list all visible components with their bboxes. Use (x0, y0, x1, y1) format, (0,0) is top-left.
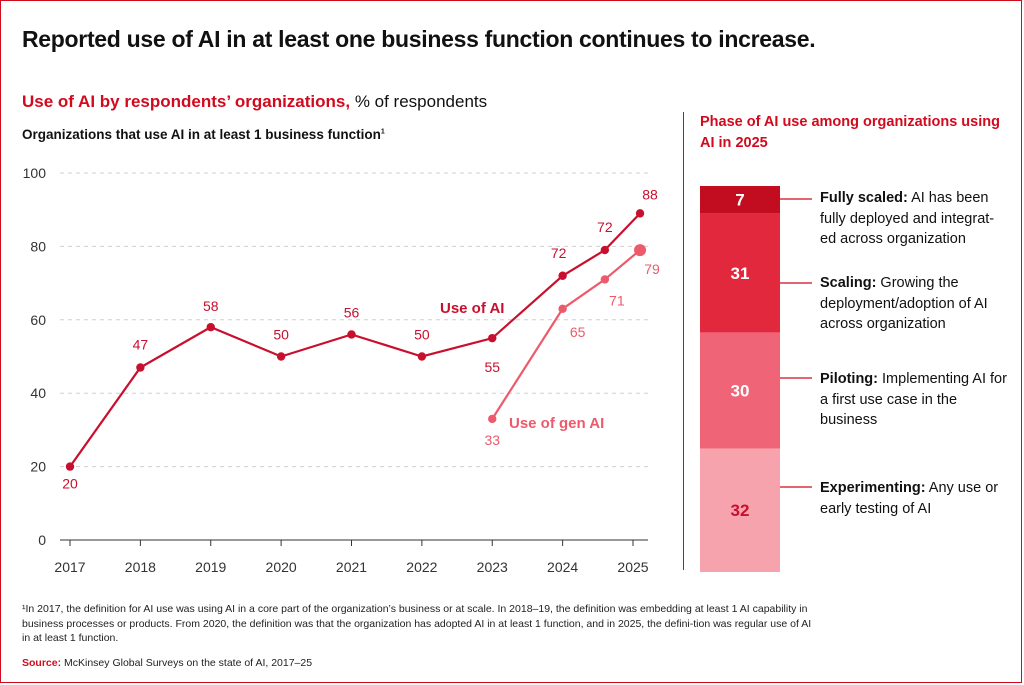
x-tick-label: 2019 (195, 559, 226, 575)
phase-fully-scaled: Fully scaled: AI has been fully deployed… (820, 188, 1010, 250)
x-tick-label: 2024 (547, 559, 578, 575)
data-point-use-of-ai (347, 330, 356, 339)
phase-desc: Growing the deployment/adoption of AI ac… (820, 275, 988, 333)
x-tick-label: 2020 (266, 559, 297, 575)
phase-experimenting: Experimenting: Any use or early testing … (820, 478, 1010, 519)
data-point-use-of-ai (65, 462, 75, 471)
series-label-use-of-gen-ai: Use of gen AI (509, 415, 604, 432)
chart-subtitle: Use of AI by respondents’ organizations,… (22, 92, 487, 112)
y-tick-label: 40 (30, 385, 46, 401)
phase-piloting: Piloting: Implementing AI for a first us… (820, 369, 1010, 431)
page-title: Reported use of AI in at least one busin… (22, 26, 816, 52)
y-tick-label: 60 (30, 312, 46, 328)
bar-segment-value: 31 (731, 264, 750, 283)
data-label-use-of-ai: 72 (597, 219, 613, 235)
data-label-use-of-ai: 55 (484, 359, 500, 375)
line-chart-heading: Organizations that use AI in at least 1 … (22, 127, 385, 142)
data-point-use-of-ai (136, 363, 145, 372)
source-note: Source: McKinsey Global Surveys on the s… (22, 657, 312, 669)
data-label-use-of-gen-ai: 79 (644, 261, 660, 277)
phase-name: Fully scaled: (820, 190, 908, 206)
data-point-use-of-ai (488, 333, 497, 343)
x-tick-label: 2018 (125, 559, 156, 575)
phase-name: Piloting: (820, 371, 878, 387)
x-tick-label: 2023 (477, 559, 508, 575)
data-label-use-of-gen-ai: 65 (570, 324, 586, 340)
phase-desc: Any use or early testing of AI (820, 480, 999, 517)
data-point-use-of-gen-ai (600, 275, 610, 284)
data-point-use-of-ai (600, 245, 610, 255)
phase-name: Experimenting: (820, 480, 926, 496)
y-tick-label: 100 (23, 165, 47, 181)
phase-scaling: Scaling: Growing the deployment/adoption… (820, 273, 1010, 335)
series-label-use-of-ai: Use of AI (440, 300, 504, 317)
bar-segment-experimenting (700, 448, 780, 572)
data-label-use-of-ai: 72 (551, 245, 567, 261)
x-tick-label: 2021 (336, 559, 367, 575)
x-tick-label: 2022 (406, 559, 437, 575)
panel-divider (683, 112, 684, 570)
data-point-use-of-ai (276, 352, 286, 361)
line-chart-heading-text: Organizations that use AI in at least 1 … (22, 127, 381, 142)
source-label: Source: (22, 657, 62, 669)
data-label-use-of-ai: 56 (344, 304, 360, 320)
phase-heading: Phase of AI use among organizations usin… (700, 114, 1000, 152)
footnote-marker: 1 (380, 128, 385, 136)
data-label-use-of-ai: 50 (414, 327, 430, 343)
data-point-use-of-gen-ai (634, 244, 647, 257)
data-point-use-of-gen-ai (558, 304, 567, 313)
phase-desc: AI has been fully deployed and integrat-… (820, 190, 995, 248)
data-label-use-of-ai: 58 (203, 298, 219, 314)
source-text: McKinsey Global Surveys on the state of … (61, 657, 313, 669)
footnote: ¹In 2017, the definition for AI use was … (22, 603, 812, 645)
y-tick-label: 20 (30, 459, 46, 475)
phase-name: Scaling: (820, 275, 877, 291)
x-tick-label: 2025 (617, 559, 648, 575)
data-label-use-of-gen-ai: 33 (484, 432, 500, 448)
subtitle-bold: Use of AI by respondents’ organizations, (22, 92, 351, 111)
data-label-use-of-ai: 50 (273, 327, 289, 343)
data-label-use-of-ai: 47 (133, 337, 149, 353)
bar-segment-piloting (700, 332, 780, 449)
series-line-use-of-ai (69, 212, 641, 468)
x-tick-label: 2017 (54, 559, 85, 575)
bar-segment-fully-scaled (700, 186, 780, 214)
phase-desc: Implementing AI for a first use case in … (820, 371, 1007, 429)
data-label-use-of-ai: 88 (642, 186, 658, 202)
data-label-use-of-ai: 20 (62, 476, 78, 492)
bar-segment-scaling (700, 213, 780, 333)
data-point-use-of-gen-ai (488, 414, 497, 424)
data-label-use-of-gen-ai: 71 (609, 292, 625, 308)
data-point-use-of-ai (206, 322, 215, 332)
series-line-use-of-gen-ai (491, 249, 641, 420)
data-point-use-of-ai (635, 209, 645, 218)
bar-segment-value: 32 (731, 501, 750, 520)
y-tick-label: 0 (38, 532, 46, 548)
bar-segment-value: 30 (731, 382, 750, 401)
data-point-use-of-ai (417, 352, 427, 361)
data-point-use-of-ai (558, 271, 567, 280)
y-tick-label: 80 (30, 238, 46, 254)
subtitle-rest: % of respondents (350, 92, 488, 111)
bar-segment-value: 7 (735, 191, 744, 210)
